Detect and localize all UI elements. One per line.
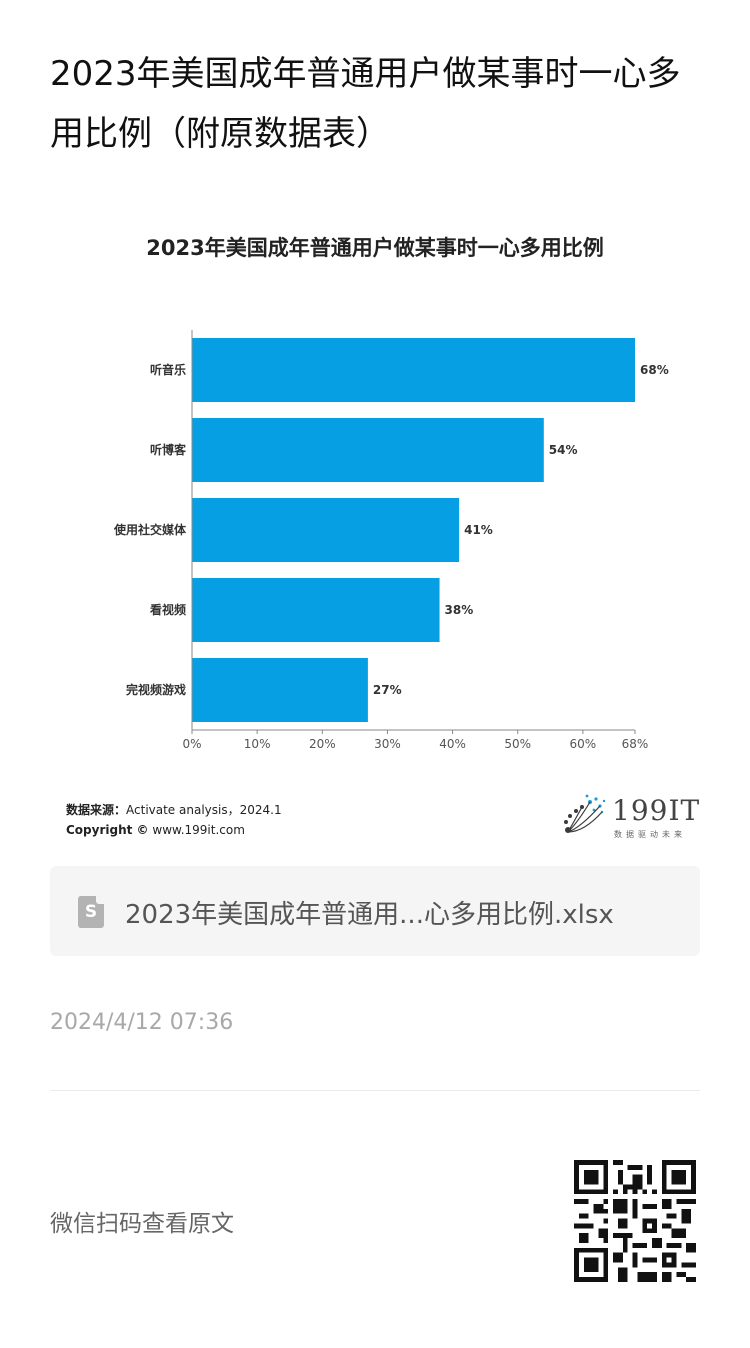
chart-title: 2023年美国成年普通用户做某事时一心多用比例 bbox=[146, 236, 604, 260]
category-label: 听博客 bbox=[150, 442, 187, 457]
qr-code-icon[interactable] bbox=[574, 1160, 696, 1282]
data-label: 27% bbox=[373, 683, 402, 697]
x-tick-label: 68% bbox=[622, 737, 649, 751]
source-text: Activate analysis，2024.1 bbox=[126, 803, 282, 817]
x-tick-label: 10% bbox=[244, 737, 271, 751]
page-title: 2023年美国成年普通用户做某事时一心多用比例（附原数据表） bbox=[50, 54, 681, 154]
data-label: 54% bbox=[549, 443, 578, 457]
x-tick-label: 0% bbox=[182, 737, 201, 751]
chart-source: 数据来源：Activate analysis，2024.1 Copyright … bbox=[66, 800, 282, 840]
dandelion-logo-icon bbox=[564, 794, 606, 833]
file-icon-letter: S bbox=[84, 902, 98, 922]
x-tick-label: 60% bbox=[570, 737, 597, 751]
chart: 听音乐 68% 听博客 54% 使用社交媒体 41% 看视频 38% 完视频游戏 27% 0% 10%… bbox=[50, 210, 700, 850]
divider bbox=[50, 1090, 700, 1091]
data-label: 41% bbox=[464, 523, 493, 537]
qr-hint-text: 微信扫码查看原文 bbox=[50, 1211, 234, 1237]
bar bbox=[192, 418, 544, 482]
category-label: 看视频 bbox=[150, 602, 186, 617]
bar bbox=[192, 498, 460, 562]
category-label: 完视频游戏 bbox=[126, 682, 186, 697]
bar-chart-svg: 听音乐 68% 听博客 54% 使用社交媒体 41% 看视频 38% 完视频游戏 27% 0% 10%… bbox=[113, 330, 669, 751]
x-tick-label: 30% bbox=[374, 737, 401, 751]
logo-subtitle: 数据驱动未来 bbox=[614, 830, 686, 839]
x-tick-label: 40% bbox=[439, 737, 466, 751]
category-label: 使用社交媒体 bbox=[113, 522, 187, 537]
copyright-text: www.199it.com bbox=[152, 823, 245, 837]
brand-logo: 199IT 数据驱动未来 bbox=[560, 792, 700, 842]
attachment-card[interactable]: S 2023年美国成年普通用...心多用比例.xlsx bbox=[50, 866, 700, 956]
bar bbox=[192, 658, 368, 722]
logo-text: 199IT bbox=[612, 794, 701, 827]
publish-timestamp: 2024/4/12 07:36 bbox=[50, 1010, 234, 1035]
source-label: 数据来源： bbox=[66, 803, 127, 817]
attachment-file-name[interactable]: 2023年美国成年普通用...心多用比例.xlsx bbox=[125, 900, 614, 930]
data-label: 68% bbox=[640, 363, 669, 377]
copyright-label: Copyright © bbox=[66, 823, 149, 837]
bar bbox=[192, 578, 440, 642]
bar bbox=[192, 338, 635, 402]
data-label: 38% bbox=[445, 603, 474, 617]
category-label: 听音乐 bbox=[150, 362, 186, 377]
spreadsheet-file-icon: S bbox=[78, 896, 104, 928]
x-tick-label: 20% bbox=[309, 737, 336, 751]
x-tick-label: 50% bbox=[504, 737, 531, 751]
